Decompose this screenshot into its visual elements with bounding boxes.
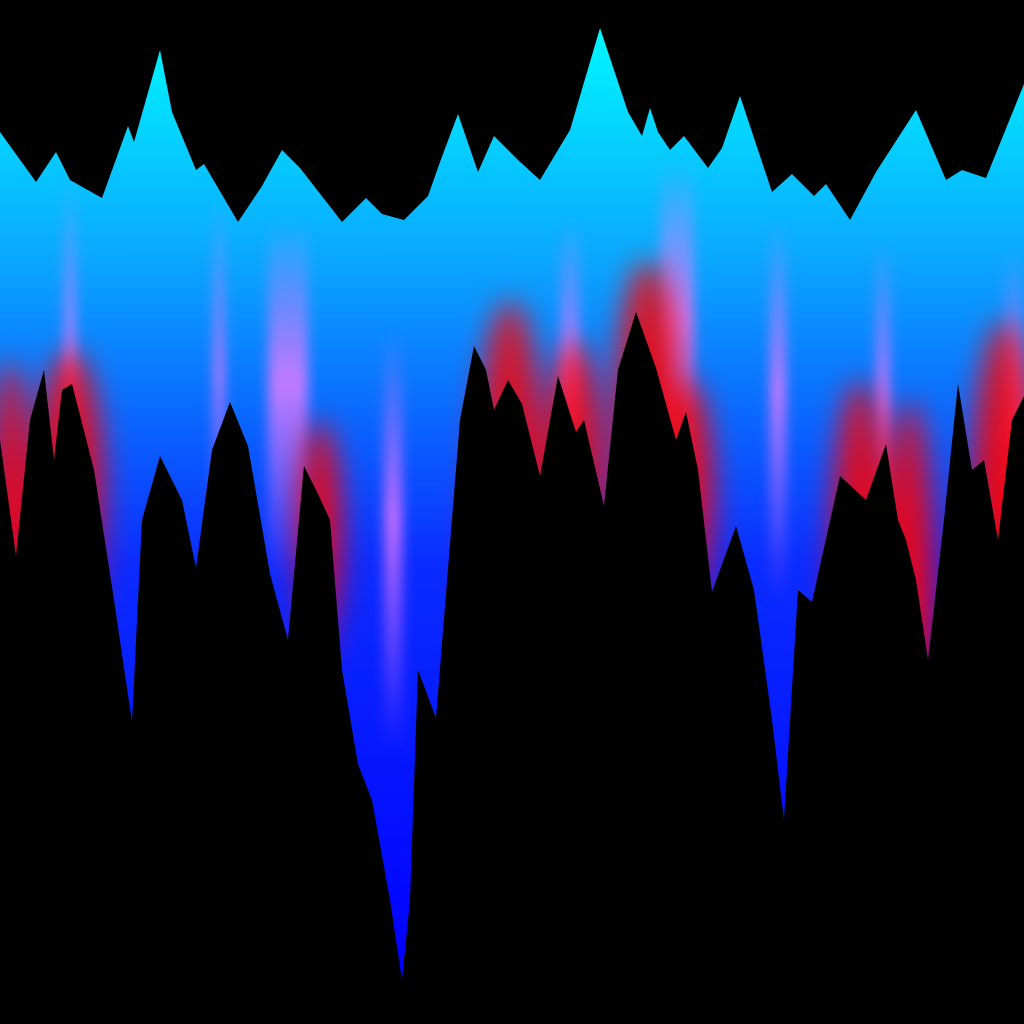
foreground-peaks xyxy=(0,312,1024,1024)
